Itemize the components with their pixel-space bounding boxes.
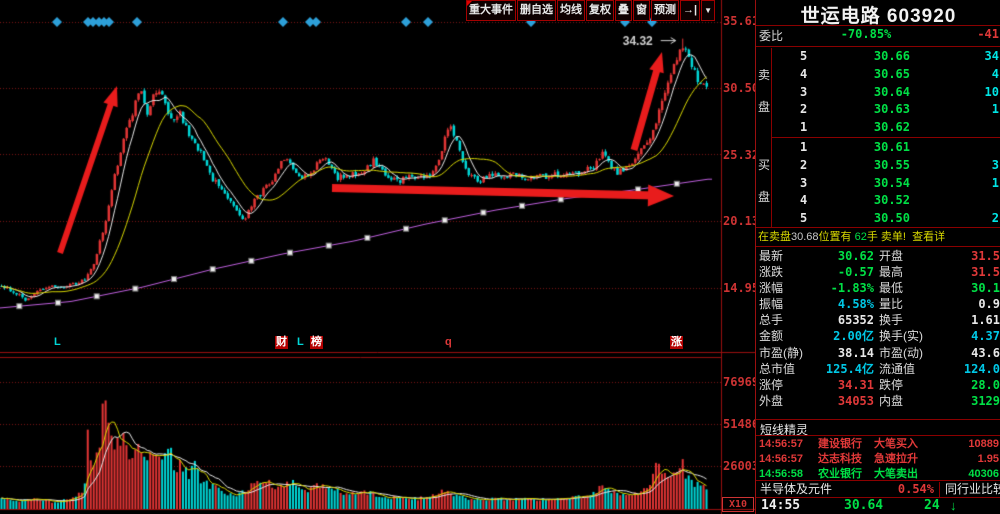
toolbar-ma-button[interactable]: 均线 — [557, 0, 585, 21]
order-alert-line: 在卖盘30.68位置有 62手 卖单! 查看详 — [758, 231, 946, 243]
toolbar-window-button[interactable]: 窗 — [633, 0, 650, 21]
toolbar-forecast-button[interactable]: 预测 — [651, 0, 679, 21]
new-badge-icon — [467, 1, 472, 6]
sell-row-3[interactable]: 3 30.64 10 — [800, 85, 999, 99]
toolbar-major-events-button[interactable]: 重大事件 — [466, 0, 516, 21]
stat-row: 总市值 125.4亿 流通值 124.0 — [759, 362, 1000, 376]
toolbar-remove-watch-button[interactable]: 删自选 — [517, 0, 556, 21]
quote-panel: 世运电路 603920 委比 -70.85% -41 卖 盘 买 盘 5 30.6… — [755, 0, 1000, 514]
tick-volume: 24 — [924, 498, 940, 513]
price-axis-tick: 14.95 — [723, 281, 760, 295]
stat-row: 外盘 34053 内盘 3129 — [759, 394, 1000, 408]
stock-title: 世运电路 603920 — [800, 6, 957, 27]
buy-row-1[interactable]: 1 30.61 — [800, 140, 910, 154]
stat-row: 金额 2.00亿 换手(实) 4.37 — [759, 329, 1000, 343]
industry-compare-link[interactable]: 同行业比较 — [945, 482, 1000, 496]
event-marker[interactable]: L — [54, 336, 61, 348]
sector-row: 半导体及元件 0.54% 同行业比较 — [756, 482, 1000, 497]
chevron-down-icon[interactable]: ▼ — [701, 0, 715, 21]
event-marker[interactable]: L — [297, 336, 304, 348]
volume-axis-tick: 51486 — [723, 417, 760, 431]
tick-ticker-row: 14:55 30.64 24 ↓ — [756, 498, 1000, 514]
sector-change: 0.54% — [897, 482, 934, 496]
buy-row-2[interactable]: 2 30.55 3 — [800, 158, 999, 172]
divider — [939, 482, 940, 497]
tick-price: 30.64 — [844, 498, 884, 513]
weibi-row: 委比 -70.85% -41 — [756, 27, 1000, 45]
chart-toolbar: 重大事件 删自选 均线 复权 叠 窗 预测 →| ▼ — [466, 0, 715, 21]
price-axis-tick: 35.61 — [723, 14, 760, 28]
buy-row-3[interactable]: 3 30.54 1 — [800, 176, 999, 190]
event-marker[interactable]: q — [445, 336, 452, 348]
price-axis-tick: 30.50 — [723, 81, 760, 95]
view-detail-link[interactable]: 查看详 — [912, 231, 946, 243]
buy-side-label: 盘 — [758, 190, 771, 204]
weibi-value: -70.85% — [840, 27, 892, 41]
stat-row: 总手 65352 换手 1.61 — [759, 313, 1000, 327]
sector-name[interactable]: 半导体及元件 — [760, 482, 833, 496]
stat-row: 振幅 4.58% 量比 0.9 — [759, 297, 1000, 311]
event-marker[interactable]: 榜 — [310, 336, 323, 349]
volume-axis-tick: 26003 — [723, 459, 760, 473]
stat-row: 涨跌 -0.57 最高 31.5 — [759, 265, 1000, 279]
buy-side-label: 买 — [758, 158, 771, 172]
alert-row[interactable]: 14:56:57 建设银行 大笔买入 10889 — [759, 438, 999, 450]
sell-row-4[interactable]: 4 30.65 4 — [800, 67, 999, 81]
toolbar-overlay-button[interactable]: 叠 — [615, 0, 632, 21]
alert-row[interactable]: 14:56:58 农业银行 大笔卖出 40306 — [759, 468, 999, 480]
kline-chart[interactable] — [0, 0, 755, 514]
tick-time: 14:55 — [761, 498, 801, 513]
volume-axis-tick: 76969 — [723, 375, 760, 389]
stat-row: 涨停 34.31 跌停 28.0 — [759, 378, 1000, 392]
sell-row-1[interactable]: 1 30.62 — [800, 120, 910, 134]
toolbar-adjust-button[interactable]: 复权 — [586, 0, 614, 21]
weicha-value: -41 — [977, 27, 999, 41]
sell-row-2[interactable]: 2 30.63 1 — [800, 102, 999, 116]
volume-scale-label: X10 — [722, 497, 754, 512]
price-axis-tick: 20.13 — [723, 214, 760, 228]
down-arrow-icon: ↓ — [950, 498, 957, 513]
jump-to-end-icon[interactable]: →| — [680, 0, 701, 21]
event-marker[interactable]: 涨 — [670, 336, 683, 349]
buy-row-5[interactable]: 5 30.50 2 — [800, 211, 999, 225]
weibi-label: 委比 — [759, 29, 784, 43]
short-line-genie-header: 短线精灵 — [760, 423, 809, 437]
stat-row: 涨幅 -1.83% 最低 30.1 — [759, 281, 1000, 295]
sell-row-5[interactable]: 5 30.66 34 — [800, 49, 999, 63]
stat-row: 最新 30.62 开盘 31.5 — [759, 249, 1000, 263]
price-axis-tick: 25.32 — [723, 148, 760, 162]
sell-side-label: 卖 — [758, 68, 771, 82]
buy-row-4[interactable]: 4 30.52 — [800, 193, 910, 207]
sell-side-label: 盘 — [758, 100, 771, 114]
event-marker[interactable]: 财 — [275, 336, 288, 349]
alert-row[interactable]: 14:56:57 达志科技 急速拉升 1.95 — [759, 453, 999, 465]
stat-row: 市盈(静) 38.14 市盈(动) 43.6 — [759, 346, 1000, 360]
book-gutter: 卖 盘 买 盘 — [756, 48, 772, 228]
